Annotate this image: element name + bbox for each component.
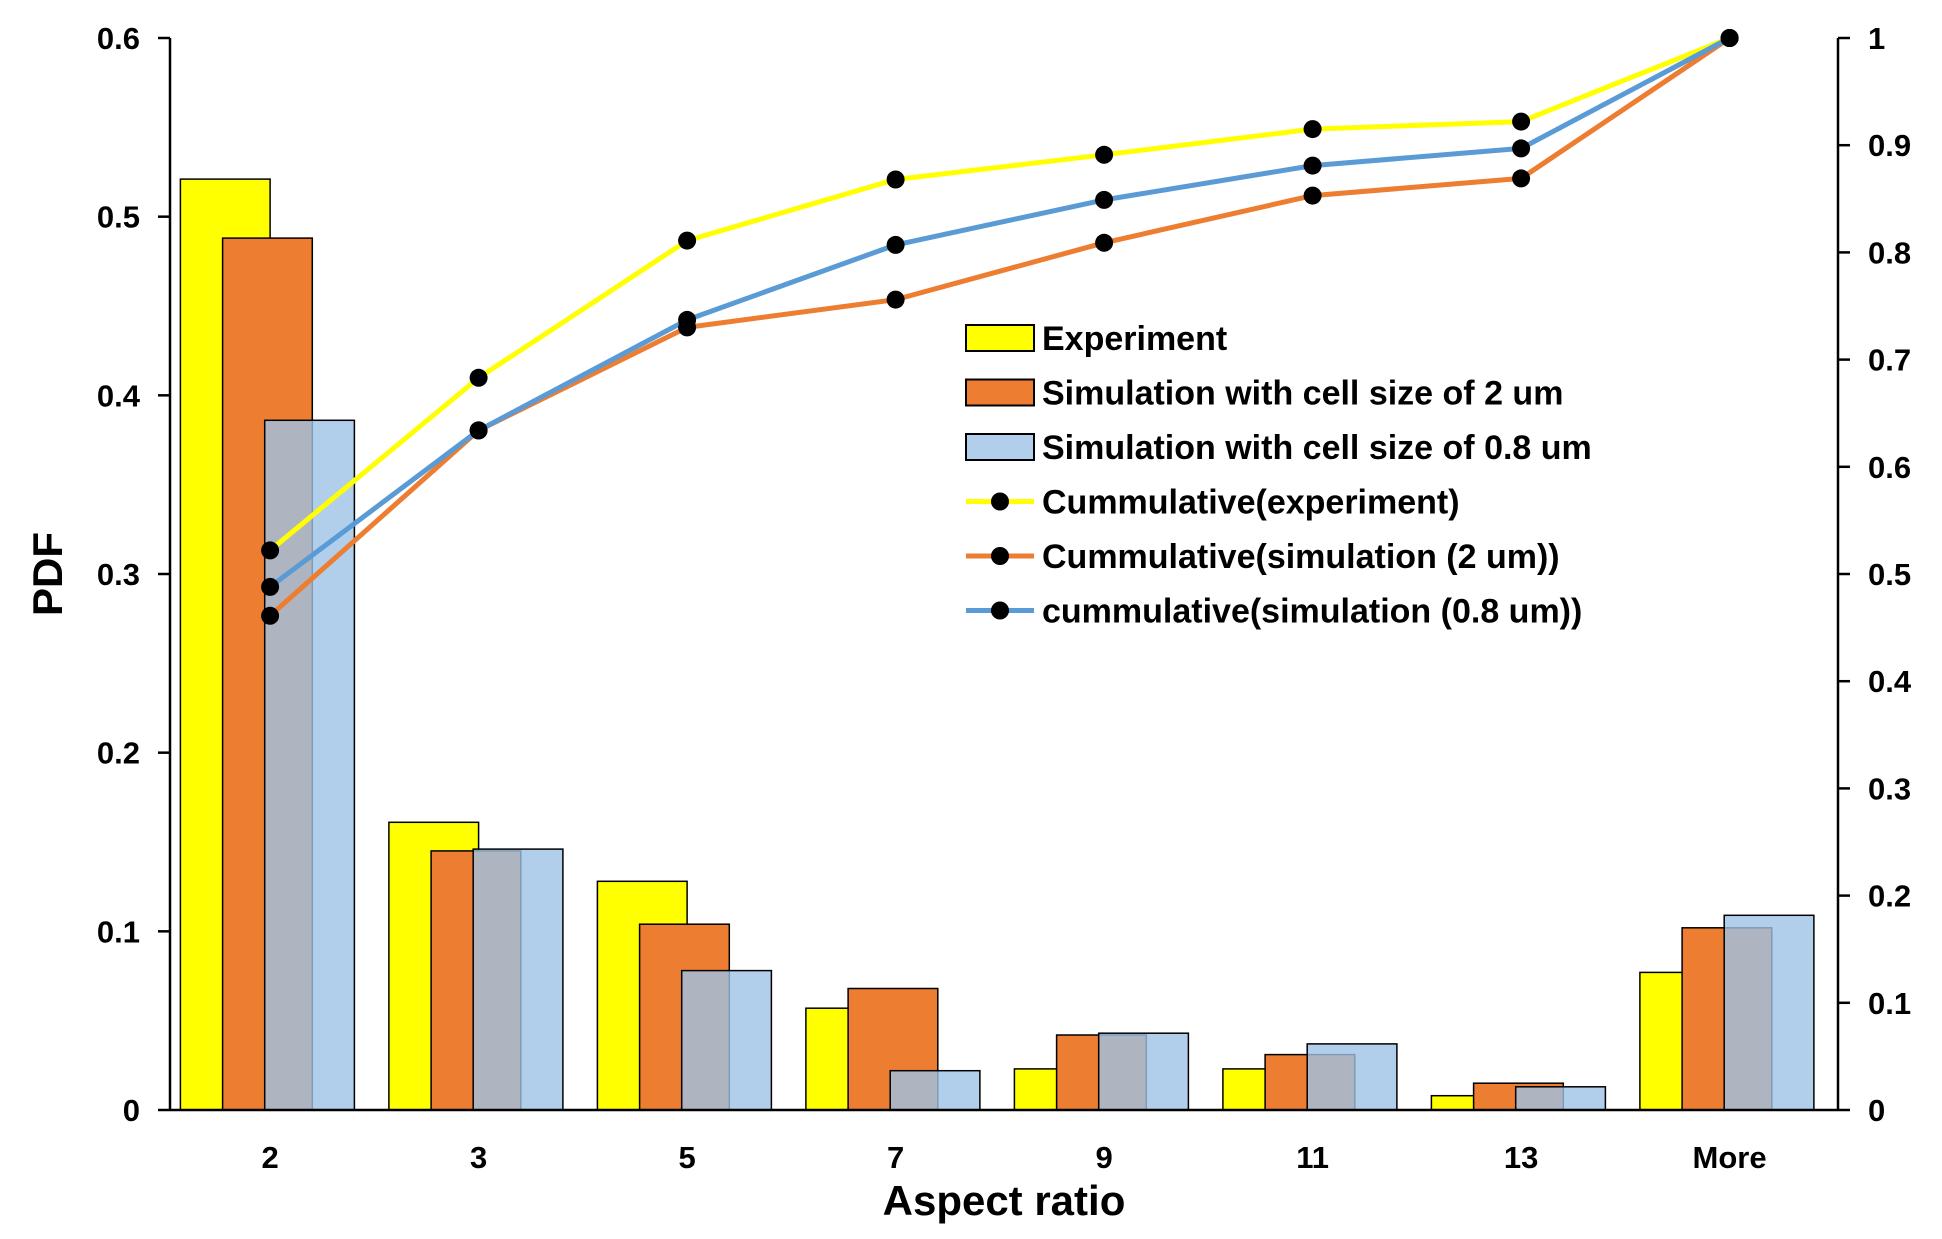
left-tick-label: 0.3 [97,557,140,592]
line-cummulative-simulation-0-8-um [268,35,1731,589]
point-cummulative-simulation-0-8-um-7 [886,235,905,254]
right-tick-label: 1 [1868,21,1885,56]
line-layer [268,35,1731,618]
legend-label-cummulative-simulation-2-um: Cummulative(simulation (2 um)) [1042,538,1560,576]
right-tick-label: 0 [1868,1093,1885,1128]
legend-label-cummulative-experiment: Cummulative(experiment) [1042,484,1460,522]
point-cummulative-simulation-0-8-um-11 [1303,156,1322,175]
x-tick-label: 3 [470,1140,487,1175]
right-tick-label: 0.7 [1868,343,1911,378]
left-tick-label: 0.6 [97,21,140,56]
point-cummulative-simulation-2-um-2 [261,606,280,625]
x-tick-label: More [1693,1140,1767,1175]
legend: Experiment Simulation with cell size of 2… [965,320,1592,631]
left-tick-labels: 0 0.1 0.2 0.3 0.4 0.5 0.6 [97,21,170,1128]
y-axis-title: PDF [24,532,71,616]
point-layer [261,29,1739,625]
x-tick-label: 9 [1095,1140,1112,1175]
left-tick-label: 0.1 [97,914,140,949]
right-tick-label: 0.4 [1868,664,1912,699]
left-tick-label: 0.4 [97,378,141,413]
right-tick-label: 0.9 [1868,128,1911,163]
point-cummulative-experiment-11 [1303,120,1322,139]
point-cummulative-simulation-2-um-13 [1512,169,1531,188]
x-tick-label: 11 [1296,1140,1329,1175]
legend-label-simulation-with-cell-size-of-2-um: Simulation with cell size of 2 um [1042,375,1563,413]
point-cummulative-simulation-2-um-9 [1095,233,1114,252]
legend-swatch-experiment [965,324,1035,352]
point-cummulative-simulation-0-8-um-2 [261,577,280,596]
bar-layer [179,178,1815,1111]
point-cummulative-experiment-13 [1512,112,1531,131]
legend-label-experiment: Experiment [1042,320,1227,358]
point-cummulative-simulation-0-8-um-5 [678,310,697,329]
bar-simulation-with-cell-size-of-0-8-um-2 [263,419,356,1111]
point-cummulative-simulation-0-8-um-9 [1095,190,1114,209]
right-tick-label: 0.3 [1868,771,1911,806]
bar-simulation-with-cell-size-of-0-8-um-7 [889,1069,981,1111]
x-tick-label: 5 [678,1140,695,1175]
bar-simulation-with-cell-size-of-0-8-um-13 [1514,1086,1607,1111]
point-cummulative-experiment-2 [261,541,280,560]
legend-swatch-simulation-with-cell-size-of-0-8-um [965,433,1035,461]
x-axis-title: Aspect ratio [883,1177,1126,1224]
bar-simulation-with-cell-size-of-0-8-um-11 [1306,1043,1398,1111]
legend-swatch-simulation-with-cell-size-of-2-um [965,378,1035,407]
bar-simulation-with-cell-size-of-0-8-um-5 [680,969,773,1111]
x-tick-label: 7 [887,1140,904,1175]
x-tick-label: 2 [261,1140,278,1175]
left-tick-label: 0 [123,1093,140,1128]
legend-label-simulation-with-cell-size-of-0-8-um: Simulation with cell size of 0.8 um [1042,429,1592,467]
right-tick-labels: 0 0.1 0.2 0.3 0.4 0.5 0.6 0.7 0.8 0.9 1 [1838,21,1912,1128]
right-tick-label: 0.6 [1868,450,1911,485]
right-tick-label: 0.5 [1868,557,1911,592]
point-cummulative-experiment-7 [886,170,905,189]
x-tick-label: 13 [1504,1140,1538,1175]
legend-marker-cummulative-simulation-2-um [991,547,1009,565]
point-cummulative-simulation-0-8-um-3 [469,421,488,440]
right-tick-label: 0.8 [1868,235,1911,270]
left-tick-label: 0.5 [97,200,140,235]
right-tick-label: 0.1 [1868,986,1911,1021]
bar-simulation-with-cell-size-of-0-8-um-9 [1097,1032,1190,1111]
line-cummulative-experiment [268,35,1731,553]
point-cummulative-simulation-0-8-um-13 [1512,139,1531,158]
point-cummulative-simulation-2-um-11 [1303,186,1322,205]
bar-simulation-with-cell-size-of-0-8-um-3 [472,848,564,1111]
point-cummulative-experiment-9 [1095,145,1114,164]
legend-label-cummulative-simulation-0-8-um: cummulative(simulation (0.8 um)) [1042,593,1582,631]
left-tick-label: 0.2 [97,736,140,771]
point-cummulative-simulation-2-um-7 [886,290,905,309]
x-tick-labels: 2 3 5 7 9 11 13 More [261,1140,1766,1175]
point-cummulative-simulation-0-8-um-more [1720,29,1739,47]
point-cummulative-experiment-3 [469,368,488,387]
legend-marker-cummulative-simulation-0-8-um [991,601,1009,620]
right-tick-label: 0.2 [1868,879,1911,914]
point-cummulative-experiment-5 [678,231,697,250]
bar-simulation-with-cell-size-of-0-8-um-more [1723,914,1815,1111]
legend-marker-cummulative-experiment [991,492,1009,511]
